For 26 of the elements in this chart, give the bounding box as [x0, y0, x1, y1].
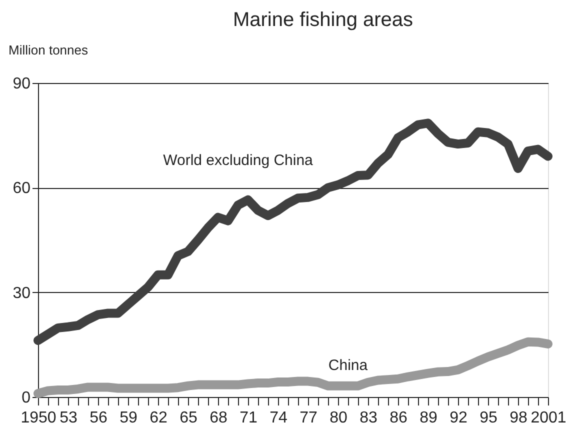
y-tick-label: 0 [22, 390, 31, 406]
series-label: China [328, 356, 368, 374]
y-tick-label: 60 [12, 180, 31, 198]
x-tick-label: 62 [150, 410, 168, 426]
x-tick-label: 59 [120, 410, 138, 426]
x-tick-label: 2001 [530, 410, 566, 426]
x-tick-label: 80 [330, 410, 348, 426]
x-tick-label: 89 [420, 410, 438, 426]
series-label: World excluding China [163, 152, 314, 169]
x-tick-label: 92 [450, 410, 468, 426]
y-axis-title: Million tonnes [8, 42, 88, 58]
x-tick-label: 65 [180, 410, 198, 426]
x-tick-label: 71 [240, 410, 258, 426]
y-tick-label: 90 [12, 76, 31, 92]
x-tick-label: 74 [270, 410, 288, 426]
x-tick-label: 98 [510, 410, 528, 426]
y-tick-label: 30 [12, 284, 31, 302]
chart-title: Marine fishing areas [232, 9, 414, 31]
x-tick-label: 1950 [20, 410, 56, 426]
x-tick-label: 53 [60, 410, 78, 426]
x-tick-label: 95 [480, 410, 498, 426]
x-tick-label: 86 [390, 410, 408, 426]
x-tick-label: 83 [360, 410, 378, 426]
x-tick-label: 56 [90, 410, 108, 426]
x-tick-label: 77 [300, 410, 318, 426]
x-tick-label: 68 [210, 410, 228, 426]
